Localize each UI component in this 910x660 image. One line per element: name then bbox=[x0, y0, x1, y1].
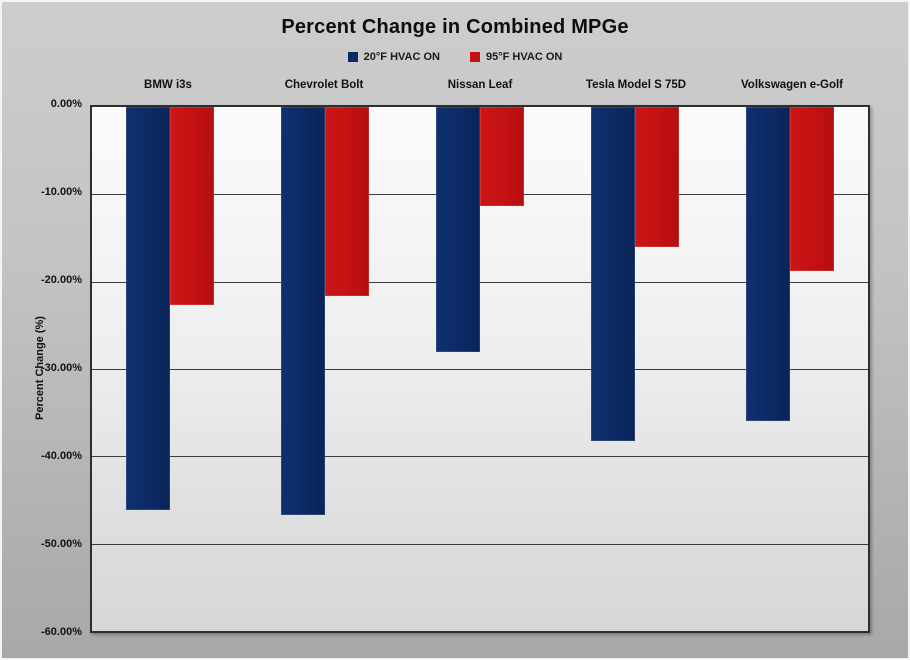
gridline bbox=[92, 281, 868, 283]
bar-group bbox=[247, 107, 402, 631]
bar-group bbox=[713, 107, 868, 631]
y-tick-label: -50.00% bbox=[41, 538, 82, 550]
bar-group bbox=[402, 107, 557, 631]
bar-95f bbox=[169, 107, 214, 306]
category-label: Chevrolet Bolt bbox=[284, 79, 364, 91]
bar-group bbox=[558, 107, 713, 631]
bar-95f bbox=[790, 107, 835, 272]
category-axis: BMW i3s Chevrolet Bolt Nissan Leaf Tesla Mo… bbox=[90, 79, 870, 95]
gridline bbox=[92, 369, 868, 370]
chart-title: Percent Change in Combined MPGe bbox=[281, 16, 629, 38]
bar-groups bbox=[92, 107, 868, 631]
legend-swatch-icon bbox=[470, 52, 480, 62]
category-label: Volkswagen e-Golf bbox=[740, 79, 844, 91]
legend-item: 20°F HVAC ON bbox=[347, 51, 440, 63]
gridline bbox=[92, 456, 868, 458]
category-label: BMW i3s bbox=[144, 79, 192, 91]
gridline bbox=[92, 543, 868, 545]
y-tick-label: -30.00% bbox=[41, 362, 82, 374]
plot-area bbox=[90, 105, 870, 633]
bar-20f bbox=[591, 107, 636, 441]
bar-group bbox=[92, 107, 247, 631]
bar-20f bbox=[436, 107, 480, 353]
bar-20f bbox=[125, 107, 170, 511]
y-tick-label: -60.00% bbox=[41, 626, 82, 638]
bar-20f bbox=[280, 107, 325, 515]
y-tick-label: -20.00% bbox=[41, 274, 82, 286]
y-tick-label: -10.00% bbox=[41, 186, 82, 198]
bar-20f bbox=[746, 107, 791, 421]
category-label: Tesla Model S 75D bbox=[585, 79, 687, 91]
category-label: Nissan Leaf bbox=[447, 79, 513, 91]
legend-item: 95°F HVAC ON bbox=[470, 51, 562, 63]
y-tick-label: -40.00% bbox=[41, 450, 82, 462]
legend-label: 95°F HVAC ON bbox=[486, 51, 563, 63]
legend-label: 20°F HVAC ON bbox=[363, 51, 440, 63]
legend-swatch-icon bbox=[347, 52, 358, 62]
legend: 20°F HVAC ON 95°F HVAC ON bbox=[2, 51, 908, 63]
y-tick-label: 0.00% bbox=[50, 98, 82, 110]
bar-95f bbox=[635, 107, 680, 247]
bar-95f bbox=[480, 107, 524, 206]
bar-95f bbox=[324, 107, 369, 296]
